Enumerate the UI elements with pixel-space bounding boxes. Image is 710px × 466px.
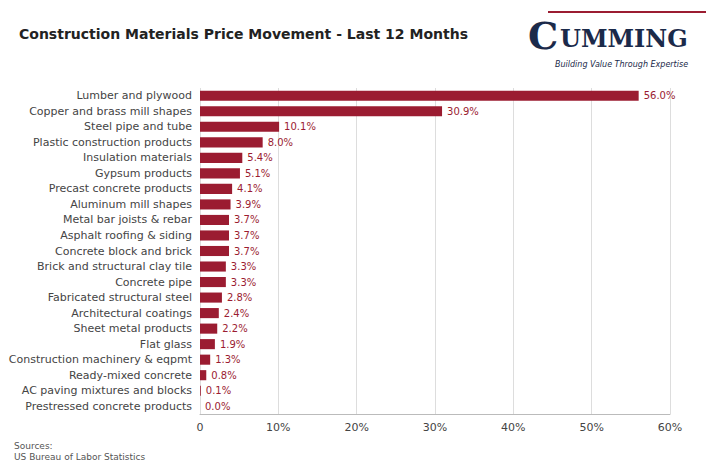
- svg-text:Lumber and plywood: Lumber and plywood: [76, 89, 192, 102]
- svg-text:Asphalt roofing & siding: Asphalt roofing & siding: [60, 229, 192, 242]
- svg-text:Gypsum products: Gypsum products: [95, 167, 192, 180]
- svg-text:1.9%: 1.9%: [220, 339, 245, 350]
- svg-text:Flat glass: Flat glass: [140, 338, 192, 351]
- svg-text:0.0%: 0.0%: [205, 401, 230, 412]
- svg-text:UMMING: UMMING: [560, 24, 688, 53]
- svg-text:Architectural coatings: Architectural coatings: [71, 307, 192, 320]
- svg-text:0.8%: 0.8%: [211, 370, 236, 381]
- svg-text:5.1%: 5.1%: [245, 168, 270, 179]
- svg-text:Precast concrete products: Precast concrete products: [49, 182, 193, 195]
- svg-text:Sheet metal products: Sheet metal products: [74, 322, 193, 335]
- svg-text:Aluminum mill shapes: Aluminum mill shapes: [70, 198, 192, 211]
- svg-text:2.4%: 2.4%: [224, 308, 249, 319]
- svg-text:Insulation materials: Insulation materials: [83, 151, 192, 164]
- svg-text:3.7%: 3.7%: [234, 246, 259, 257]
- svg-text:Copper and brass mill shapes: Copper and brass mill shapes: [29, 105, 192, 118]
- svg-text:Fabricated structural steel: Fabricated structural steel: [48, 291, 192, 304]
- svg-text:3.7%: 3.7%: [234, 214, 259, 225]
- svg-text:1.3%: 1.3%: [215, 354, 240, 365]
- svg-text:Metal bar joists & rebar: Metal bar joists & rebar: [63, 213, 193, 226]
- svg-text:3.3%: 3.3%: [231, 277, 256, 288]
- svg-text:C: C: [528, 13, 558, 58]
- svg-text:3.7%: 3.7%: [234, 230, 259, 241]
- svg-text:10.1%: 10.1%: [284, 121, 316, 132]
- svg-text:40%: 40%: [501, 421, 525, 434]
- svg-text:Concrete pipe: Concrete pipe: [115, 276, 192, 289]
- svg-text:Construction machinery & eqpmt: Construction machinery & eqpmt: [9, 353, 193, 366]
- svg-text:Plastic construction products: Plastic construction products: [33, 136, 192, 149]
- svg-text:0.1%: 0.1%: [206, 385, 231, 396]
- svg-text:50%: 50%: [579, 421, 603, 434]
- svg-text:3.9%: 3.9%: [236, 199, 261, 210]
- svg-text:4.1%: 4.1%: [237, 183, 262, 194]
- svg-text:Sources:: Sources:: [14, 441, 53, 451]
- svg-text:56.0%: 56.0%: [644, 90, 676, 101]
- svg-text:Building Value Through Experti: Building Value Through Expertise: [555, 60, 688, 69]
- svg-text:2.2%: 2.2%: [222, 323, 247, 334]
- svg-text:30%: 30%: [423, 421, 447, 434]
- svg-text:Concrete block and brick: Concrete block and brick: [55, 245, 193, 258]
- svg-text:AC paving mixtures and blocks: AC paving mixtures and blocks: [22, 384, 192, 397]
- svg-text:Construction Materials Price M: Construction Materials Price Movement - …: [19, 26, 468, 42]
- svg-text:8.0%: 8.0%: [268, 137, 293, 148]
- svg-text:20%: 20%: [344, 421, 368, 434]
- svg-text:30.9%: 30.9%: [447, 106, 479, 117]
- svg-text:Prestressed concrete products: Prestressed concrete products: [25, 400, 192, 413]
- svg-text:2.8%: 2.8%: [227, 292, 252, 303]
- svg-text:10%: 10%: [266, 421, 290, 434]
- svg-text:3.3%: 3.3%: [231, 261, 256, 272]
- svg-text:Steel pipe and tube: Steel pipe and tube: [84, 120, 192, 133]
- svg-text:US Bureau of Labor Statistics: US Bureau of Labor Statistics: [14, 452, 145, 462]
- svg-text:60%: 60%: [658, 421, 682, 434]
- svg-text:0: 0: [197, 421, 204, 434]
- svg-text:5.4%: 5.4%: [247, 152, 272, 163]
- svg-text:Ready-mixed concrete: Ready-mixed concrete: [69, 369, 192, 382]
- svg-text:Brick and structural clay tile: Brick and structural clay tile: [37, 260, 192, 273]
